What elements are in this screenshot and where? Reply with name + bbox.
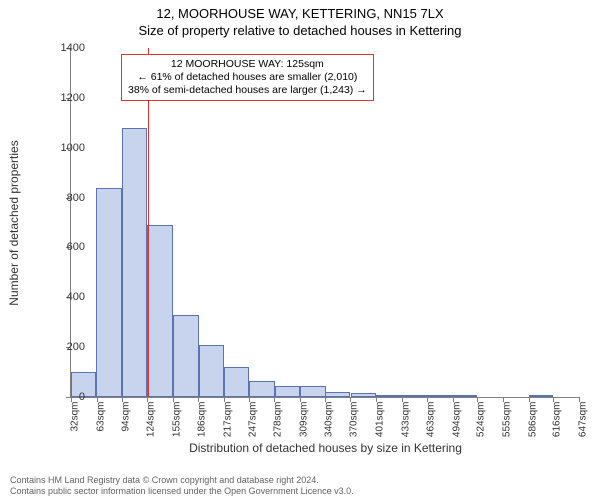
histogram-bar xyxy=(224,367,249,397)
histogram-bar xyxy=(325,392,350,397)
histogram-bar xyxy=(402,395,428,397)
chart-container: 12, MOORHOUSE WAY, KETTERING, NN15 7LX S… xyxy=(0,0,600,500)
x-tick-label: 555sqm xyxy=(502,402,513,438)
y-tick-label: 1400 xyxy=(61,42,85,54)
histogram-bar xyxy=(96,188,122,397)
histogram-bar xyxy=(199,345,225,397)
annotation-line1: 12 MOORHOUSE WAY: 125sqm xyxy=(128,58,367,71)
annotation-line3: 38% of semi-detached houses are larger (… xyxy=(128,84,367,97)
histogram-bar xyxy=(300,386,326,397)
footer-line2: Contains public sector information licen… xyxy=(10,486,354,498)
histogram-bar xyxy=(275,386,301,397)
y-tick-label: 0 xyxy=(79,391,85,403)
x-tick-label: 433sqm xyxy=(401,402,412,438)
title-line1: 12, MOORHOUSE WAY, KETTERING, NN15 7LX xyxy=(0,0,600,21)
y-tick-label: 800 xyxy=(67,192,85,204)
x-tick-label: 494sqm xyxy=(451,402,462,438)
histogram-bar xyxy=(529,395,554,397)
histogram-bar xyxy=(453,395,478,397)
annotation-line2: ← 61% of detached houses are smaller (2,… xyxy=(128,71,367,84)
x-tick-label: 647sqm xyxy=(578,402,589,438)
x-tick-label: 217sqm xyxy=(222,402,233,438)
x-tick-label: 32sqm xyxy=(70,402,81,432)
y-tick-label: 1000 xyxy=(61,142,85,154)
y-axis-label: Number of detached properties xyxy=(7,140,21,305)
x-tick-label: 524sqm xyxy=(476,402,487,438)
y-tick-label: 400 xyxy=(67,291,85,303)
histogram-bar xyxy=(147,225,173,397)
histogram-bar xyxy=(173,315,199,397)
y-tick-label: 600 xyxy=(67,241,85,253)
title-line2: Size of property relative to detached ho… xyxy=(0,21,600,38)
histogram-bar xyxy=(249,381,275,397)
x-tick-label: 309sqm xyxy=(298,402,309,438)
y-tick-label: 1200 xyxy=(61,92,85,104)
x-tick-label: 586sqm xyxy=(527,402,538,438)
x-axis-label: Distribution of detached houses by size … xyxy=(71,441,580,455)
x-tick-label: 186sqm xyxy=(197,402,208,438)
x-tick-label: 463sqm xyxy=(426,402,437,438)
x-tick-label: 278sqm xyxy=(273,402,284,438)
annotation-box: 12 MOORHOUSE WAY: 125sqm← 61% of detache… xyxy=(121,54,374,101)
x-tick-label: 155sqm xyxy=(171,402,182,438)
x-tick-label: 616sqm xyxy=(552,402,563,438)
x-tick-label: 63sqm xyxy=(95,402,106,432)
histogram-bar xyxy=(122,128,147,397)
histogram-bar xyxy=(427,395,453,397)
x-tick-label: 94sqm xyxy=(121,402,132,432)
x-tick-label: 247sqm xyxy=(247,402,258,438)
x-tick-label: 401sqm xyxy=(374,402,385,438)
y-tick-label: 200 xyxy=(67,341,85,353)
x-tick-label: 370sqm xyxy=(349,402,360,438)
histogram-bar xyxy=(351,393,377,397)
footer-attribution: Contains HM Land Registry data © Crown c… xyxy=(10,475,354,498)
footer-line1: Contains HM Land Registry data © Crown c… xyxy=(10,475,354,487)
plot-area: Distribution of detached houses by size … xyxy=(70,48,580,398)
histogram-bar xyxy=(376,395,402,397)
x-tick-label: 124sqm xyxy=(145,402,156,438)
x-tick-label: 340sqm xyxy=(324,402,335,438)
